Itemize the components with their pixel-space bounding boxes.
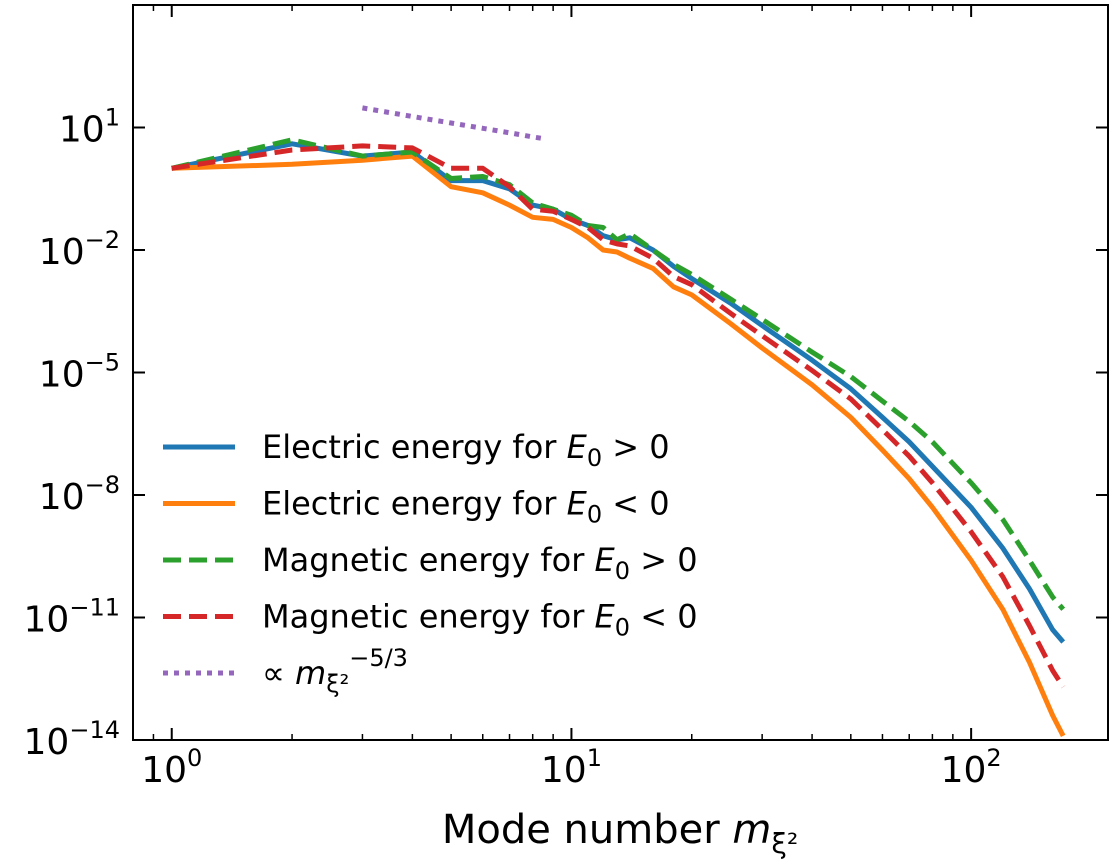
series-line-3 <box>171 143 1066 689</box>
series-line-2 <box>171 137 1066 611</box>
legend-label-3: Magnetic energy for E0 < 0 <box>262 598 698 642</box>
legend-label-0: Electric energy for E0 > 0 <box>262 428 670 472</box>
x-tick-label: 102 <box>941 744 1002 791</box>
legend: Electric energy for E0 > 0 Electric energ… <box>163 428 698 698</box>
legend-label-1: Electric energy for E0 < 0 <box>262 485 670 529</box>
y-tick-label: 10−5 <box>39 349 120 396</box>
series-line-0 <box>171 141 1066 644</box>
y-axis: 101 10−2 10−5 10−8 10−11 10−14 <box>24 104 1108 763</box>
y-tick-label: 10−2 <box>39 226 120 273</box>
x-tick-label: 101 <box>541 744 602 791</box>
y-tick-label: 10−11 <box>24 594 120 641</box>
y-tick-label: 101 <box>59 104 120 151</box>
series-line-4 <box>361 105 546 142</box>
x-axis-label: Mode number mξ² <box>442 807 798 860</box>
plot-frame <box>132 4 1109 741</box>
x-tick-label: 100 <box>141 744 202 791</box>
y-tick-label: 10−8 <box>39 471 120 518</box>
y-tick-label: 10−14 <box>24 716 120 763</box>
legend-label-4: ∝ mξ²−5/3 <box>262 644 408 698</box>
legend-label-2: Magnetic energy for E0 > 0 <box>262 541 698 585</box>
plot-area <box>171 105 1066 738</box>
series-line-1 <box>171 153 1066 738</box>
